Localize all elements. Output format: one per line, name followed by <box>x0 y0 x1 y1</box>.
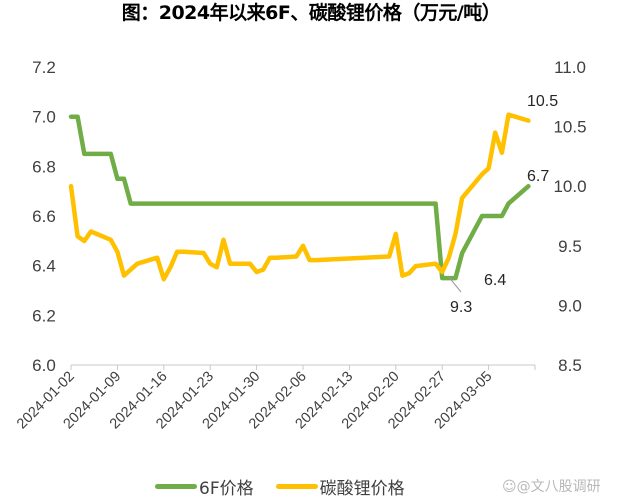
y-left-tick-label: 6.6 <box>32 207 56 226</box>
y-right-tick-label: 8.5 <box>558 356 582 375</box>
watermark: ☺@文八股调研 <box>502 479 601 495</box>
series-line-6f[interactable] <box>68 114 531 281</box>
legend-swatch-6f <box>155 483 197 489</box>
data-label-6f-low: 6.4 <box>484 272 506 289</box>
y-right-tick-label: 9.0 <box>558 296 582 315</box>
y-left-tick-label: 7.2 <box>32 58 56 77</box>
legend-item-lithium-carbonate[interactable]: 碳酸锂价格 <box>275 474 405 499</box>
y-right-tick-label: 10.5 <box>553 118 586 137</box>
y-left-tick-label: 6.4 <box>32 257 56 276</box>
data-label-leader-line <box>447 275 462 293</box>
data-label-lithium-low: 9.3 <box>450 299 472 316</box>
y-left-tick-label: 6.8 <box>32 157 56 176</box>
chart-legend: 6F价格 碳酸锂价格 <box>155 474 427 499</box>
y-right-tick-label: 9.5 <box>558 237 582 256</box>
data-label-lithium-last: 10.5 <box>527 93 558 110</box>
y-left-tick-label: 7.0 <box>32 108 56 127</box>
data-label-6f-last: 6.7 <box>527 168 549 185</box>
y-right-tick-label: 10.0 <box>553 177 586 196</box>
chart-title: 图：2024年以来6F、碳酸锂价格（万元/吨） <box>121 2 501 24</box>
y-right-tick-label: 11.0 <box>554 58 586 77</box>
legend-label-6f: 6F价格 <box>199 478 254 499</box>
y-left-tick-label: 6.0 <box>32 356 56 375</box>
legend-label-lithium-carbonate: 碳酸锂价格 <box>319 478 405 499</box>
y-left-tick-label: 6.2 <box>32 306 56 325</box>
legend-swatch-lithium-carbonate <box>275 483 318 489</box>
series-line-lithium-carbonate[interactable] <box>68 112 531 282</box>
legend-item-6f[interactable]: 6F价格 <box>155 474 254 499</box>
